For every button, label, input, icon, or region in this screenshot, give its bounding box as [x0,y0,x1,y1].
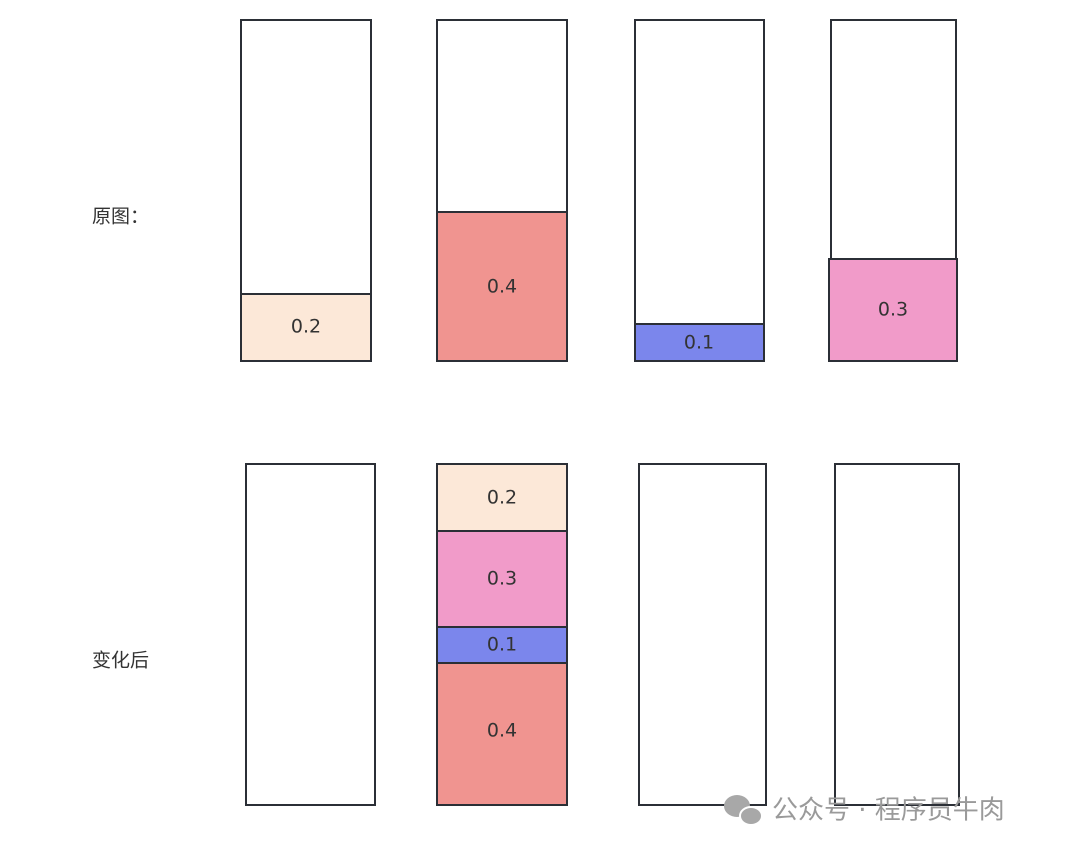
row-label: 原图： [92,206,149,228]
watermark: 公众号 · 程序员牛肉 [772,796,1005,826]
row-label: 变化后 [92,650,149,672]
wechat-icon [724,795,763,826]
segment-label: 0.4 [487,276,517,298]
segment [436,211,568,362]
segment [436,530,568,628]
segment [240,293,372,362]
segment [828,258,958,362]
segment [436,626,568,664]
container [245,463,376,806]
segment-label: 0.4 [487,720,517,742]
segment-label: 0.1 [487,634,517,656]
segment-label: 0.3 [487,568,517,590]
container [634,19,765,362]
segment-label: 0.2 [291,316,321,338]
segment-label: 0.1 [684,332,714,354]
segment-label: 0.3 [878,299,908,321]
segment [634,323,765,362]
segment [436,662,568,806]
container [638,463,767,806]
segment-label: 0.2 [487,487,517,509]
container [834,463,960,806]
